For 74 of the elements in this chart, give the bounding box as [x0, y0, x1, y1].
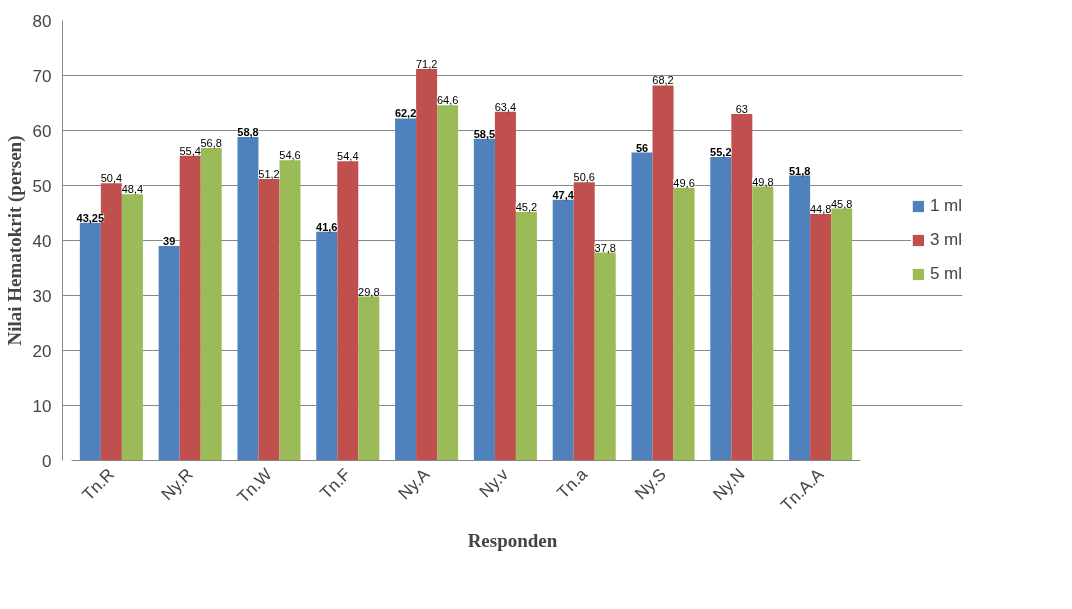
- y-tick-label: 40: [32, 231, 52, 251]
- data-label: 58,8: [237, 126, 259, 139]
- data-label: 58,5: [473, 127, 496, 140]
- bar: [631, 152, 653, 461]
- bar: [789, 175, 811, 461]
- data-label: 39: [163, 235, 176, 247]
- data-label: 43,25: [76, 211, 105, 224]
- bar: [158, 246, 180, 461]
- data-label: 55,4: [179, 144, 201, 157]
- data-label: 51,8: [788, 164, 811, 177]
- data-label: 55,2: [710, 145, 732, 158]
- bar: [673, 187, 695, 461]
- data-label: 50,4: [100, 172, 123, 185]
- data-label: 54,6: [279, 149, 301, 162]
- bar: [652, 85, 674, 461]
- data-label: 45,8: [830, 197, 853, 210]
- y-tick-label: 70: [32, 66, 52, 86]
- legend-label: 3 ml: [929, 230, 962, 250]
- data-label: 63,4: [494, 100, 517, 113]
- bar: [200, 148, 222, 461]
- data-label: 50,6: [573, 171, 595, 184]
- data-label: 29,8: [358, 285, 380, 298]
- data-label: 68,2: [652, 74, 674, 87]
- data-label: 44,8: [809, 203, 832, 216]
- data-label: 62,2: [394, 107, 417, 120]
- data-label: 56,8: [200, 137, 222, 150]
- data-label: 45,2: [515, 200, 538, 213]
- y-tick-label: 80: [32, 11, 52, 31]
- bar: [515, 211, 537, 461]
- data-label: 64,6: [436, 94, 459, 107]
- data-label: 49,6: [673, 176, 695, 189]
- legend-label: 1 ml: [929, 196, 962, 216]
- y-tick-label: 50: [32, 176, 52, 196]
- bar: [237, 137, 259, 461]
- bar: [416, 68, 438, 461]
- bar: [258, 178, 280, 461]
- bar: [437, 105, 459, 461]
- bar: [573, 182, 595, 461]
- x-tick-label: Tn.a: [553, 464, 592, 503]
- data-label: 56: [635, 141, 649, 154]
- bar: [121, 194, 143, 461]
- bar: [594, 252, 616, 461]
- bar: [831, 208, 853, 461]
- x-axis-title: Responden: [467, 529, 558, 551]
- y-tick-label: 20: [32, 341, 52, 361]
- data-label: 48,4: [121, 183, 144, 196]
- y-tick-label: 10: [32, 396, 52, 416]
- bar: [552, 199, 574, 461]
- bar: [337, 161, 359, 461]
- data-label: 63: [735, 103, 748, 115]
- data-label: 41,6: [316, 220, 338, 233]
- bar: [494, 111, 516, 461]
- bar: [79, 222, 101, 461]
- data-label: 37,8: [594, 241, 616, 254]
- bar: [395, 118, 417, 461]
- bar: [316, 231, 338, 461]
- bar: [358, 296, 380, 461]
- bar: [810, 214, 832, 461]
- data-label: 51,2: [258, 167, 280, 180]
- data-label: 54,4: [337, 150, 359, 163]
- y-tick-label: 0: [42, 451, 52, 471]
- data-label: 47,4: [552, 188, 575, 201]
- bar: [710, 156, 732, 461]
- y-tick-label: 60: [32, 121, 52, 141]
- legend-label: 5 ml: [929, 264, 962, 284]
- bar: [179, 155, 201, 461]
- bar: [731, 114, 753, 461]
- y-axis-title: Nilai Hematokrit (persen): [3, 135, 26, 346]
- y-tick-label: 30: [32, 286, 52, 306]
- data-label: 49,8: [752, 175, 774, 188]
- bar: [752, 186, 774, 461]
- bar: [473, 138, 495, 461]
- bar: [279, 160, 301, 461]
- data-label: 71,2: [415, 57, 438, 70]
